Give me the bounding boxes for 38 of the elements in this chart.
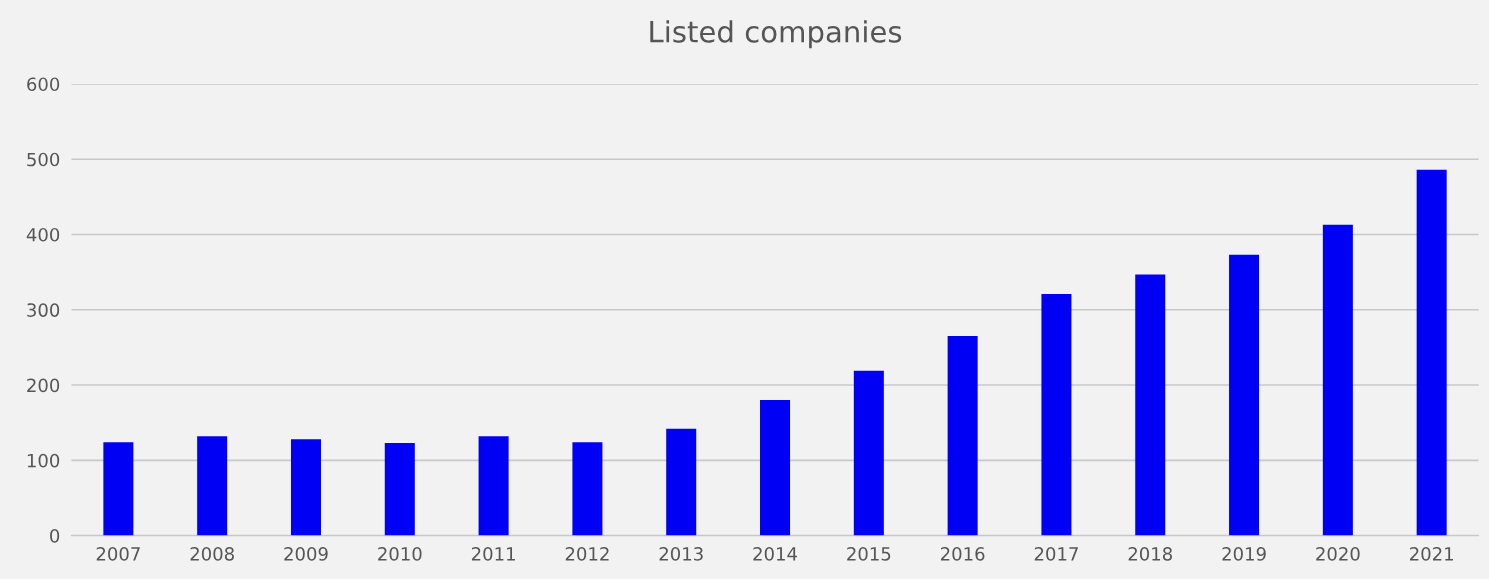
x-tick-label: 2009 bbox=[284, 547, 328, 561]
bar bbox=[1229, 254, 1260, 536]
x-tick-label: 2012 bbox=[565, 547, 609, 561]
bar bbox=[1135, 274, 1166, 536]
x-tick-label: 2014 bbox=[753, 547, 797, 561]
x-tick-label: 2011 bbox=[471, 547, 515, 561]
bar bbox=[853, 370, 884, 536]
bar bbox=[760, 400, 791, 536]
y-tick-label: 400 bbox=[26, 227, 60, 242]
x-tick-label: 2015 bbox=[847, 547, 891, 561]
bar bbox=[1041, 293, 1072, 536]
bar bbox=[197, 436, 228, 536]
bar bbox=[103, 442, 134, 536]
y-tick-label: 200 bbox=[27, 378, 60, 393]
y-tick-label: 500 bbox=[27, 152, 60, 167]
x-tick-label: 2010 bbox=[378, 547, 422, 561]
y-tick-label: 300 bbox=[27, 303, 60, 317]
x-tick-label: 2017 bbox=[1034, 547, 1078, 561]
chart-title: Listed companies bbox=[650, 20, 902, 49]
x-tick-label: 2007 bbox=[96, 547, 140, 561]
x-tick-label: 2018 bbox=[1128, 547, 1172, 561]
bar bbox=[1416, 169, 1447, 536]
y-tick-label: 100 bbox=[27, 453, 60, 468]
y-tick-label: 600 bbox=[27, 77, 60, 92]
bar bbox=[572, 442, 603, 536]
bar bbox=[290, 439, 321, 536]
bar bbox=[947, 336, 978, 536]
x-tick-label: 2016 bbox=[940, 547, 985, 561]
x-tick-label: 2020 bbox=[1316, 547, 1360, 561]
bar bbox=[1322, 224, 1353, 536]
x-tick-label: 2019 bbox=[1222, 547, 1266, 561]
x-tick-label: 2021 bbox=[1410, 547, 1453, 561]
bar bbox=[478, 436, 509, 536]
bar bbox=[384, 442, 415, 536]
x-tick-label: 2013 bbox=[659, 547, 703, 561]
x-tick-label: 2008 bbox=[190, 547, 234, 561]
y-tick-label: 0 bbox=[50, 529, 60, 543]
bar bbox=[666, 428, 697, 536]
